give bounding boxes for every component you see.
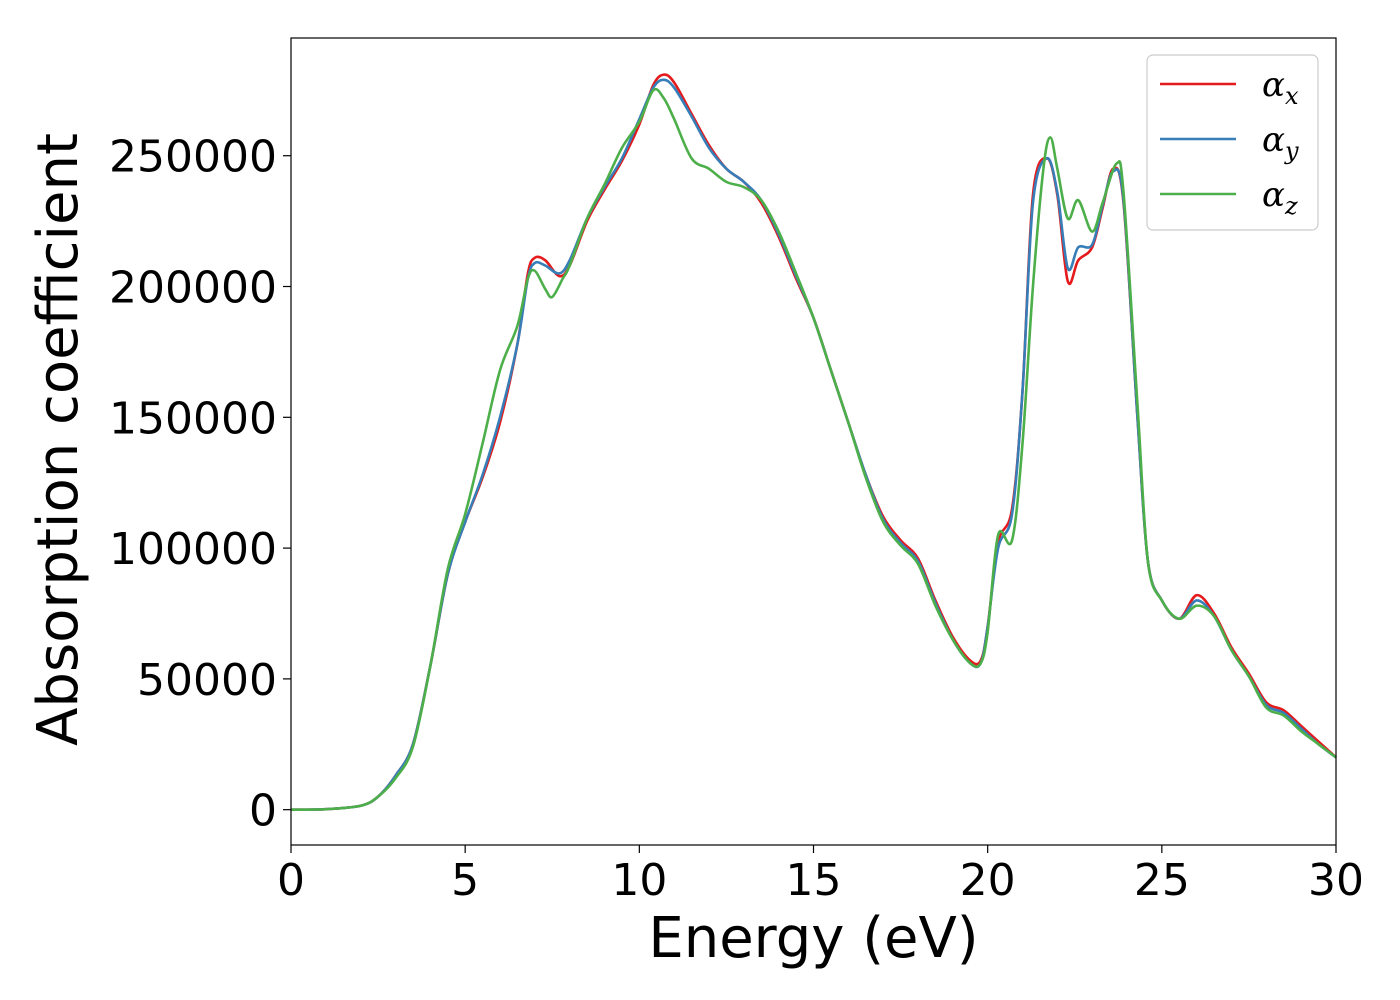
legend-label-subscript: x: [1285, 82, 1299, 110]
x-axis-title: Energy (eV): [648, 906, 978, 971]
legend-label-symbol: α: [1262, 65, 1285, 105]
x-tick-label: 10: [611, 855, 667, 906]
x-tick-label: 15: [786, 855, 842, 906]
y-tick-label: 0: [249, 786, 277, 837]
legend-label-symbol: α: [1262, 175, 1285, 215]
legend-label-subscript: z: [1284, 192, 1298, 220]
y-tick-label: 50000: [137, 655, 277, 706]
y-tick-label: 100000: [109, 524, 277, 575]
legend-label: αz: [1262, 175, 1298, 220]
legend-label-subscript: y: [1284, 137, 1299, 165]
series-line-α-z: [290, 87, 1337, 811]
legend-label: αy: [1262, 120, 1299, 165]
legend-label: αx: [1262, 65, 1299, 110]
x-tick-label: 5: [451, 855, 479, 906]
legend-box: [1146, 54, 1319, 231]
y-axis: 0 50000 100000 150000 200000 250000: [109, 132, 291, 837]
x-axis: 0 5 10 15 20 25 30: [277, 845, 1364, 906]
plot-lines: [290, 73, 1337, 811]
y-axis-title: Absorption coefficient: [26, 133, 91, 746]
x-tick-label: 0: [277, 855, 305, 906]
y-tick-label: 200000: [109, 263, 277, 314]
y-tick-label: 150000: [109, 393, 277, 444]
x-tick-label: 20: [960, 855, 1016, 906]
x-tick-label: 25: [1134, 855, 1190, 906]
y-tick-label: 250000: [109, 132, 277, 183]
x-tick-label: 30: [1308, 855, 1364, 906]
legend-label-symbol: α: [1262, 120, 1285, 160]
